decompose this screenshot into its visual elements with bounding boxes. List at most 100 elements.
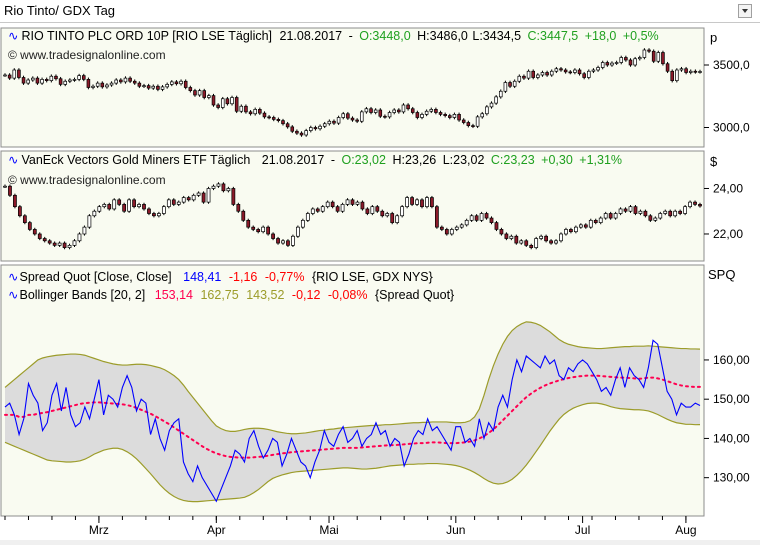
p1-candle-body (207, 95, 211, 98)
p1-candle-body (383, 115, 387, 118)
p2-candle-body (688, 201, 692, 208)
p2-candle-body (479, 213, 484, 221)
bollinger-legend: ∿Bollinger Bands [20, 2] 153,14 162,75 1… (8, 288, 454, 302)
p1-candle-body (517, 75, 522, 82)
p2-candle-body (564, 229, 568, 235)
p1-candle-body (160, 86, 165, 90)
p1-candle-body (211, 95, 216, 106)
p2-candle-body (191, 194, 196, 201)
p1-candle-body (582, 73, 586, 78)
p1-candle-body (448, 115, 452, 118)
p1-candle-body (137, 82, 142, 87)
p1-candle-body (267, 116, 271, 119)
p1-candle-body (225, 98, 230, 105)
p1-candle-body (258, 109, 262, 114)
p1-candle-body (438, 112, 443, 115)
p2-candle-body (201, 192, 206, 203)
rio-legend-close: C:3447,5 (528, 29, 579, 43)
p1-candle-body (373, 109, 378, 113)
p2-candle-body (296, 226, 300, 237)
p2-candle-body (534, 238, 539, 248)
p1-candle-body (170, 81, 174, 85)
p2-candle-body (678, 210, 683, 214)
p1-candle-body (587, 70, 591, 78)
p1-candle-body (165, 84, 169, 88)
p1-y-tick-label: 3000,0 (713, 121, 750, 135)
p1-candle-body (512, 80, 517, 87)
p2-y-tick-label: 24,00 (713, 181, 743, 195)
p2-candle-body (618, 208, 623, 214)
p1-candle-body (624, 57, 628, 61)
p1-candle-body (498, 90, 503, 98)
p1-candle-body (485, 106, 489, 115)
p3-y-tick-label: 160,00 (713, 353, 750, 367)
p1-y-tick-label: 3500,0 (713, 58, 750, 72)
p1-candle-body (503, 82, 508, 92)
time-axis-label: Jun (446, 523, 465, 537)
p2-candle-body (3, 185, 7, 188)
bollinger-legend-second-value: 162,75 (200, 288, 238, 302)
bollinger-legend-change: -0,12 (292, 288, 321, 302)
rio-legend-high: H:3486,0 (417, 29, 468, 43)
p1-candle-body (605, 62, 610, 66)
p1-candle-body (568, 71, 573, 74)
p1-candle-body (471, 125, 475, 127)
p1-candle-body (675, 69, 679, 81)
p1-candle-body (146, 85, 151, 89)
p2-candle-body (499, 229, 504, 235)
p1-candle-body (309, 127, 313, 131)
rio-legend-percent: +0,5% (623, 29, 659, 43)
p1-candle-body (350, 117, 355, 121)
p2-candle-body (524, 240, 529, 246)
p1-candle-body (466, 122, 471, 126)
p1-candle-body (443, 114, 447, 116)
p2-candle-body (539, 235, 544, 239)
p2-candle-body (271, 233, 275, 239)
p1-candle-body (81, 75, 86, 80)
p2-candle-body (147, 208, 151, 214)
p2-candle-body (166, 199, 171, 208)
p2-candle-body (494, 222, 499, 230)
p2-candle-body (291, 235, 295, 246)
p1-candle-body (684, 68, 688, 73)
p2-candle-body (683, 206, 687, 214)
gdx-legend-close: C:23,23 (491, 153, 535, 167)
p1-candle-body (656, 52, 661, 62)
p1-candle-body (406, 104, 410, 110)
bollinger-lower-line (4, 402, 701, 503)
p3-y-tick-label: 140,00 (713, 431, 750, 445)
p2-candle-body (261, 226, 266, 233)
p1-candle-body (475, 116, 480, 127)
p2-candle-body (137, 204, 141, 208)
p1-candle-body (688, 70, 693, 73)
p2-candle-body (549, 240, 553, 244)
p2-candle-body (613, 213, 618, 219)
p2-candle-body (231, 188, 236, 205)
p1-candle-body (461, 119, 466, 123)
gdx-watermark: © www.tradesignalonline.com (8, 173, 166, 187)
p1-candle-body (21, 77, 26, 84)
spread-legend-change: -1,16 (229, 270, 258, 284)
p1-candle-body (633, 58, 637, 66)
p2-candle-body (340, 204, 345, 212)
gdx-legend-change: +0,30 (541, 153, 573, 167)
p1-candle-body (230, 97, 234, 105)
p1-candle-body (651, 50, 656, 62)
window-scroll-arrow-button[interactable] (738, 4, 752, 18)
p2-candle-body (385, 213, 390, 217)
p1-candle-body (285, 123, 290, 128)
p1-candle-body (369, 108, 373, 113)
p1-candle-body (563, 69, 568, 73)
p2-candle-body (583, 224, 588, 228)
p2-candle-body (181, 197, 186, 203)
p2-candle-body (350, 199, 355, 205)
p2-candle-body (439, 226, 444, 230)
p2-candle-body (459, 224, 464, 228)
p1-candle-body (3, 74, 7, 77)
p1-candle-body (239, 105, 244, 112)
p2-candle-body (256, 229, 261, 233)
p1-candle-body (63, 80, 68, 85)
p1-candle-body (295, 130, 299, 134)
spread-legend: ∿Spread Quot [Close, Close] 148,41 -1,16… (8, 270, 433, 284)
p1-candle-body (341, 113, 346, 118)
